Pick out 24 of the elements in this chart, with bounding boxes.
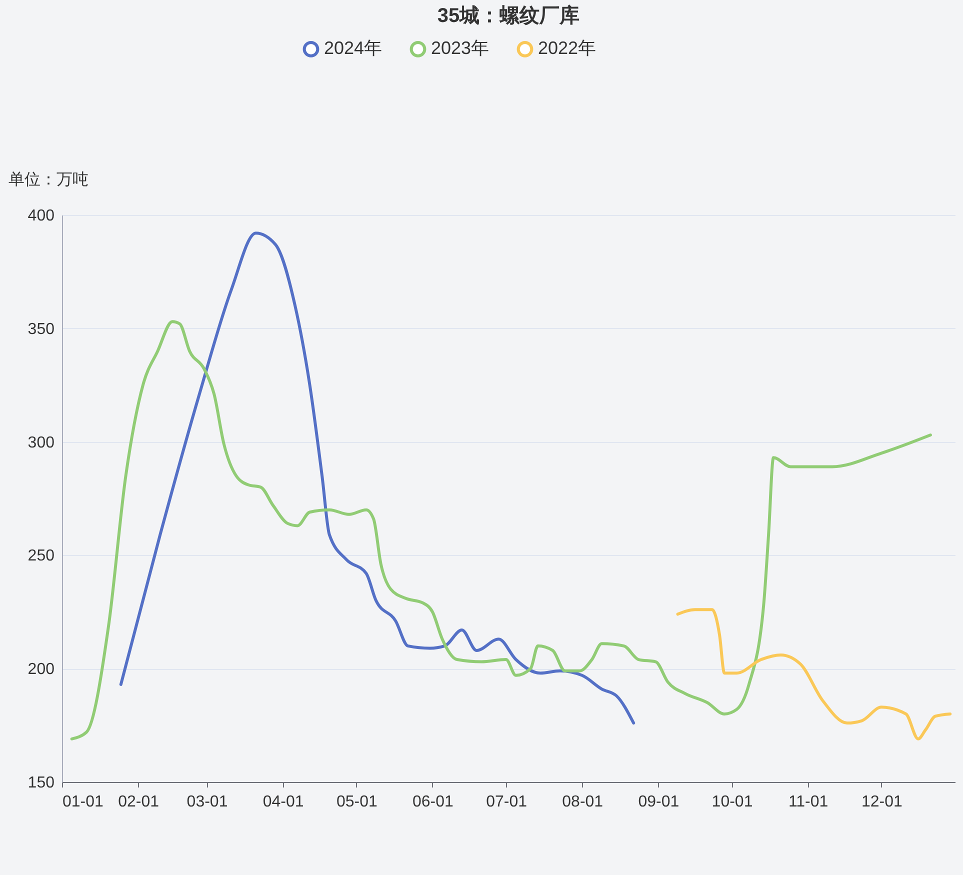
- y-tick-label: 350: [28, 320, 55, 338]
- x-tick-label: 06-01: [412, 794, 454, 810]
- line-series: [676, 608, 952, 740]
- x-tick-label: 08-01: [562, 794, 604, 810]
- y-tick-label: 250: [28, 548, 55, 565]
- y-axis-title: 单位：万吨: [8, 170, 88, 188]
- x-tick-label: 11-01: [788, 794, 828, 810]
- x-tick-label: 04-01: [262, 794, 304, 810]
- x-tick-label: 10-01: [712, 794, 753, 810]
- legend-label: 2023年: [431, 38, 490, 58]
- legend-label: 2022年: [538, 38, 596, 58]
- x-tick-label: 05-01: [336, 794, 378, 810]
- y-tick-label: 400: [28, 208, 55, 224]
- legend-label: 2024年: [324, 38, 382, 58]
- x-tick-label: 03-01: [186, 794, 228, 810]
- x-tick-label: 12-01: [861, 794, 902, 810]
- y-tick-label: 300: [28, 434, 55, 452]
- x-tick-label: 07-01: [486, 794, 528, 810]
- y-tick-label: 200: [28, 661, 55, 678]
- x-tick-label: 02-01: [118, 794, 160, 810]
- y-tick-label: 150: [28, 774, 55, 792]
- x-tick-label: 09-01: [638, 794, 680, 810]
- chart-title: 35城：螺纹厂库: [437, 4, 580, 27]
- x-tick-label: 01-01: [62, 794, 104, 810]
